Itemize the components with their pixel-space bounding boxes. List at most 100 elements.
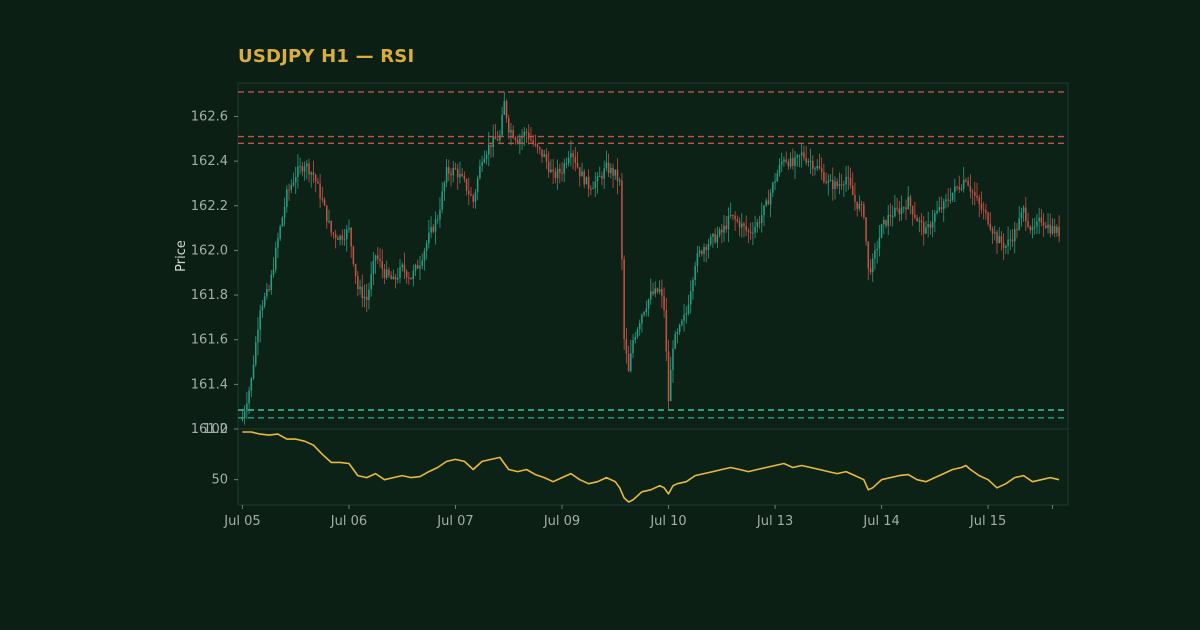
candle-body xyxy=(1047,224,1049,228)
candle-body xyxy=(252,364,255,379)
candle-body xyxy=(927,224,929,228)
candle-body xyxy=(847,177,850,179)
candle-body xyxy=(423,251,426,261)
candle-body xyxy=(894,207,896,217)
candle-body xyxy=(1040,217,1043,223)
candle-body xyxy=(747,230,750,232)
candle-body xyxy=(749,231,752,233)
candle-body xyxy=(372,260,375,274)
candle-body xyxy=(1016,229,1018,231)
candle-body xyxy=(463,176,466,180)
candle-body xyxy=(783,159,785,162)
candle-body xyxy=(863,204,865,218)
x-tick-label: Jul 07 xyxy=(436,514,473,529)
candle-body xyxy=(1002,242,1005,248)
candle-body xyxy=(776,173,779,182)
candle-body xyxy=(656,288,659,292)
candle-body xyxy=(701,250,703,255)
candle-body xyxy=(1042,222,1045,226)
candle-body xyxy=(563,163,566,174)
candle-body xyxy=(319,183,321,199)
candle-body xyxy=(534,143,537,145)
candle-body xyxy=(574,156,577,163)
price-panel xyxy=(237,82,1069,430)
candle-body xyxy=(760,215,763,223)
candle-body xyxy=(530,138,532,141)
candle-body xyxy=(721,229,723,233)
candle-body xyxy=(641,314,643,324)
candle-body xyxy=(654,288,656,294)
candle-body xyxy=(936,210,938,214)
candle-body xyxy=(774,181,776,183)
candle-body xyxy=(474,192,477,202)
candle-body xyxy=(707,244,710,250)
candle-body xyxy=(831,179,834,190)
candle-body xyxy=(416,264,419,269)
candle-body xyxy=(834,181,836,190)
candle-body xyxy=(843,184,845,186)
candle-body xyxy=(860,203,863,205)
candle-body xyxy=(339,235,341,240)
candle-body xyxy=(1025,207,1027,222)
candle-body xyxy=(443,182,446,192)
candle-body xyxy=(598,176,601,178)
candle-body xyxy=(343,239,346,241)
candle-body xyxy=(1007,239,1009,247)
x-tick-label: Jul 13 xyxy=(756,514,793,529)
candle-body xyxy=(778,164,781,174)
candle-body xyxy=(696,253,699,266)
candle-body xyxy=(328,221,330,223)
candle-body xyxy=(745,225,747,231)
candle-body xyxy=(390,275,392,280)
price-tick-label: 162.6 xyxy=(191,109,228,124)
candle-body xyxy=(556,168,559,179)
candle-body xyxy=(281,217,284,227)
candle-body xyxy=(401,264,404,268)
candle-body xyxy=(869,268,872,273)
candle-body xyxy=(610,167,612,174)
candle-body xyxy=(812,160,814,169)
candle-body xyxy=(290,185,293,190)
candle-body xyxy=(934,213,936,222)
candle-body xyxy=(1000,236,1003,243)
candle-body xyxy=(958,186,961,190)
candle-body xyxy=(630,353,632,372)
candle-body xyxy=(479,166,481,179)
candle-body xyxy=(993,232,996,234)
candle-body xyxy=(787,161,790,167)
candle-body xyxy=(907,196,909,209)
candle-body xyxy=(807,161,810,163)
candle-body xyxy=(1027,221,1029,227)
candle-body xyxy=(519,138,521,144)
candle-body xyxy=(785,159,787,162)
candle-body xyxy=(476,178,479,193)
candle-body xyxy=(514,137,517,140)
candle-body xyxy=(974,192,976,196)
candle-body xyxy=(419,265,421,269)
candle-body xyxy=(638,323,641,330)
candle-body xyxy=(803,152,805,158)
candle-body xyxy=(270,274,273,291)
candle-body xyxy=(976,195,978,198)
candle-body xyxy=(567,157,570,164)
candle-body xyxy=(405,271,408,278)
candle-body xyxy=(705,247,708,250)
candle-body xyxy=(689,291,692,305)
chart-title: USDJPY H1 — RSI xyxy=(238,46,415,67)
candle-body xyxy=(647,299,650,309)
x-tick-label: Jul 05 xyxy=(223,514,260,529)
candle-body xyxy=(572,153,574,157)
candle-body xyxy=(945,199,947,202)
candle-body xyxy=(650,291,652,300)
candle-body xyxy=(350,227,352,247)
candle-body xyxy=(576,162,579,168)
candle-body xyxy=(980,204,983,210)
candle-body xyxy=(743,223,745,226)
candle-body xyxy=(286,189,288,207)
candle-body xyxy=(854,195,856,202)
candle-body xyxy=(871,258,874,273)
candle-body xyxy=(456,168,459,178)
candle-body xyxy=(951,192,954,200)
candle-body xyxy=(1051,226,1054,234)
candle-body xyxy=(949,199,952,201)
